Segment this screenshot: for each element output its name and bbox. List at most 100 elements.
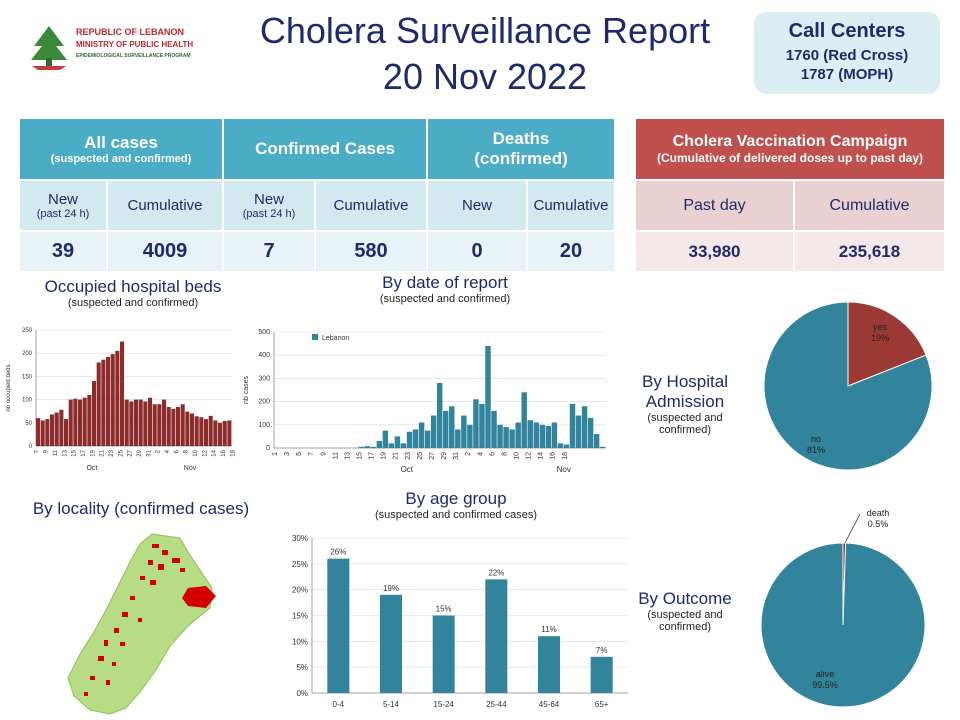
bar: [473, 399, 479, 448]
bar: [152, 404, 157, 446]
all-cases-header: All cases (suspected and confirmed): [18, 117, 224, 181]
pie-slice: [763, 301, 933, 471]
bar-value-label: 15%: [436, 605, 452, 614]
x-tick-label: 23: [109, 449, 115, 456]
bar: [101, 359, 106, 446]
x-tick-label: 29: [137, 449, 143, 456]
bar: [73, 398, 78, 446]
bar: [418, 422, 425, 448]
y-tick-label: 300: [258, 375, 270, 382]
beds-chart: 0 50 100 150 200 250 7 9 11 13 15 17 19 21 23 25 27 29 31 2…: [6, 328, 236, 472]
x-tick-label: 4: [477, 452, 484, 456]
bar: [515, 422, 521, 448]
y-tick-label: 250: [22, 328, 33, 334]
bar-value-label: 19%: [383, 584, 399, 593]
y-tick-label: 30%: [292, 534, 308, 543]
x-tick-label: 7: [34, 449, 40, 453]
x-tick-label: 13: [62, 449, 68, 456]
bar: [134, 399, 139, 446]
y-tick-label: 500: [258, 329, 270, 336]
bar: [194, 416, 199, 446]
x-tick-label: 6: [174, 449, 180, 453]
bar: [157, 404, 162, 446]
death-new-value: 0: [426, 230, 528, 273]
legend-label: Lebanon: [322, 335, 349, 342]
bar: [124, 399, 129, 446]
beds-section-label: Occupied hospital beds (suspected and co…: [20, 277, 246, 309]
x-tick-label: 27: [429, 452, 436, 460]
map-marker: [140, 576, 145, 580]
report-date: 20 Nov 2022: [382, 56, 588, 97]
x-tick-label: 6: [489, 452, 496, 456]
bar: [92, 381, 97, 446]
outcome-sub-2: confirmed): [659, 621, 711, 633]
bar: [176, 407, 181, 446]
bar: [68, 399, 73, 446]
pie-value-label: 19%: [871, 333, 889, 343]
y-tick-label: 400: [258, 352, 270, 359]
bar: [82, 397, 87, 446]
pie-value-label: 0.5%: [868, 519, 889, 529]
bar: [380, 594, 402, 693]
bar: [376, 441, 383, 448]
bar-value-label: 7%: [596, 646, 608, 655]
pie-label: death: [867, 508, 890, 518]
all-new-value: 39: [18, 230, 108, 273]
x-tick-label: 17: [81, 449, 87, 456]
bar: [59, 409, 64, 446]
bar: [227, 420, 232, 446]
x-tick-label: 29: [441, 452, 448, 460]
month-label: Nov: [184, 465, 197, 472]
pie-leader-line: [844, 513, 861, 544]
bar: [538, 636, 560, 693]
x-tick-label: 9: [320, 452, 327, 456]
locality-section-label: By locality (confirmed cases): [18, 499, 264, 519]
y-tick-label: 15%: [292, 612, 308, 621]
x-tick-label: 5: [296, 452, 303, 456]
locality-title: By locality (confirmed cases): [32, 499, 250, 518]
map-marker: [104, 640, 108, 646]
map-marker: [162, 550, 168, 555]
bar: [50, 414, 55, 446]
x-tick-label: 19: [90, 449, 96, 456]
x-tick-label: 8: [184, 449, 190, 453]
hospital-section-label: By Hospital Admission (suspected and con…: [630, 372, 740, 436]
report-chart-subtitle: (suspected and confirmed): [379, 293, 511, 305]
map-marker: [172, 558, 180, 563]
legend-swatch: [312, 334, 318, 340]
vacc-past-day-value: 33,980: [634, 230, 795, 273]
bar: [208, 415, 213, 446]
conf-new-value: 7: [222, 230, 316, 273]
map-marker: [148, 560, 153, 565]
cases-table: All cases (suspected and confirmed) Conf…: [18, 117, 616, 273]
bar: [327, 558, 350, 693]
call-center-red-cross: 1760 (Red Cross): [785, 47, 909, 64]
bar: [545, 425, 552, 448]
x-tick-label: 31: [453, 452, 460, 460]
bar: [509, 429, 515, 448]
map-marker: [150, 580, 156, 585]
x-tick-label: 12: [526, 452, 533, 460]
x-tick-label: 27: [128, 449, 134, 456]
hospital-title-1: By Hospital: [642, 372, 728, 391]
call-centers-title: Call Centers: [788, 20, 906, 42]
bar: [485, 579, 508, 693]
map-land: [67, 533, 213, 715]
vaccination-title: Cholera Vaccination Campaign: [672, 133, 908, 150]
pie-value-label: 99.5%: [812, 680, 838, 690]
map-marker: [90, 676, 95, 680]
bar: [394, 436, 401, 448]
bar: [581, 406, 588, 448]
map-marker: [122, 612, 128, 617]
bar: [406, 431, 413, 448]
hospital-title-2: Admission: [645, 392, 725, 411]
y-tick-label: 5%: [296, 663, 308, 672]
bar: [575, 415, 582, 448]
x-tick-label: 21: [100, 449, 106, 456]
x-tick-label: 12: [202, 449, 208, 456]
map-marker: [120, 642, 125, 646]
bar: [166, 407, 171, 446]
